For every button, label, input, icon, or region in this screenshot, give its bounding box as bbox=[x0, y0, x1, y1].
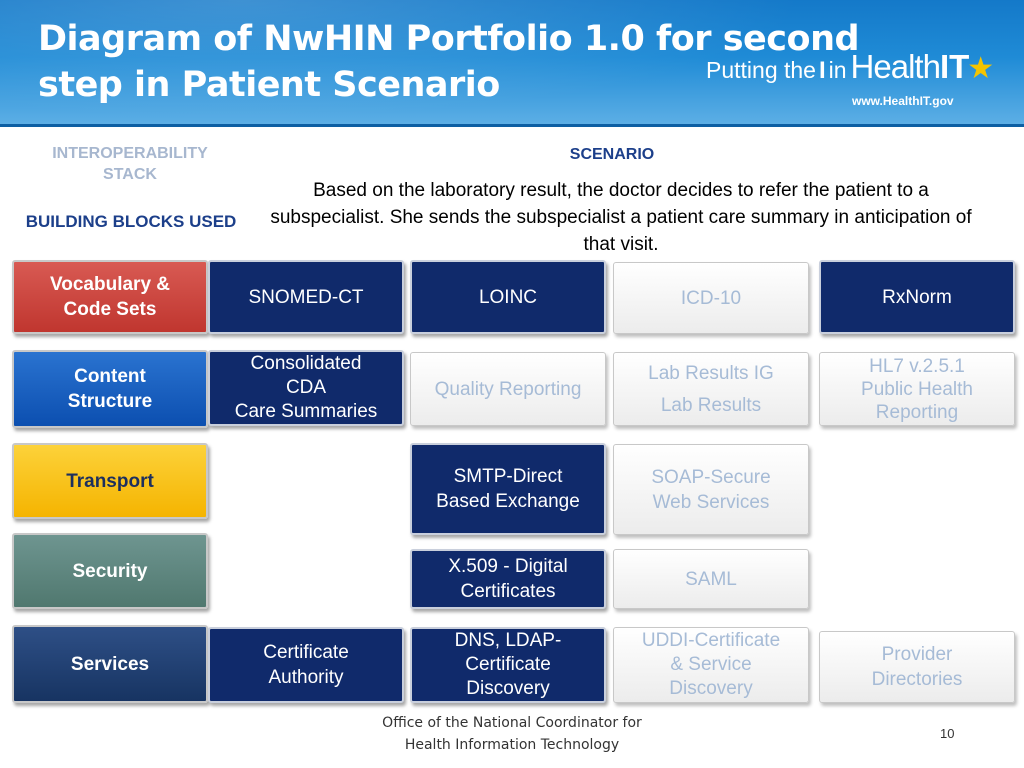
soap-line-1: SOAP-Secure bbox=[651, 466, 771, 488]
logo-text-health: Health bbox=[850, 48, 941, 85]
logo-url: www.HealthIT.gov bbox=[852, 94, 954, 108]
block-provider-directories: Provider Directories bbox=[819, 631, 1015, 703]
consolidated-cda-line-1: Consolidated bbox=[250, 353, 362, 374]
title-line-2: step in Patient Scenario bbox=[38, 65, 500, 105]
uddi-line-3: Discovery bbox=[669, 678, 753, 699]
provider-line-1: Provider bbox=[881, 644, 953, 665]
scenario-heading: SCENARIO bbox=[569, 146, 655, 163]
block-dns-ldap: DNS, LDAP- Certificate Discovery bbox=[410, 627, 606, 703]
block-loinc: LOINC bbox=[410, 260, 606, 334]
block-rxnorm: RxNorm bbox=[819, 260, 1015, 334]
smtp-line-1: SMTP-Direct bbox=[453, 466, 563, 487]
provider-line-2: Directories bbox=[871, 669, 963, 690]
uddi-line-1: UDDI-Certificate bbox=[641, 630, 781, 651]
smtp-line-2: Based Exchange bbox=[436, 491, 580, 512]
block-lab-results: Lab Results IG Lab Results bbox=[613, 352, 809, 426]
x509-line-2: Certificates bbox=[460, 581, 556, 602]
hl7-line-2: Public Health bbox=[861, 378, 973, 400]
category-transport: Transport bbox=[12, 443, 208, 519]
title-line-1: Diagram of NwHIN Portfolio 1.0 for secon… bbox=[38, 19, 860, 59]
stack-label-line-1: INTEROPERABILITY bbox=[52, 145, 208, 162]
logo-text-in: in bbox=[828, 57, 847, 83]
logo-text-putting: Putting the bbox=[706, 57, 816, 83]
interoperability-stack-label: INTEROPERABILITY STACK bbox=[18, 143, 242, 185]
footer-line-1: Office of the National Coordinator for bbox=[382, 715, 642, 731]
page-title: Diagram of NwHIN Portfolio 1.0 for secon… bbox=[38, 16, 860, 108]
block-certificate-authority: Certificate Authority bbox=[208, 627, 404, 703]
dns-line-2: Certificate bbox=[465, 654, 551, 675]
block-soap-secure: SOAP-Secure Web Services bbox=[613, 444, 809, 535]
block-smtp-direct: SMTP-Direct Based Exchange bbox=[410, 443, 606, 535]
hl7-line-3: Reporting bbox=[875, 401, 959, 423]
category-security: Security bbox=[12, 533, 208, 609]
stack-label-line-2: STACK bbox=[103, 166, 157, 183]
consolidated-cda-line-2: CDA bbox=[285, 377, 327, 398]
category-vocabulary: Vocabulary & Code Sets bbox=[12, 260, 208, 334]
certificate-authority-line-2: Authority bbox=[268, 667, 344, 688]
block-quality-reporting: Quality Reporting bbox=[410, 352, 606, 426]
healthit-logo: Putting the I in Health IT ★ www.HealthI… bbox=[706, 48, 1006, 118]
footer-line-2: Health Information Technology bbox=[404, 737, 620, 753]
block-snomed-ct: SNOMED-CT bbox=[208, 260, 404, 334]
page-number: 10 bbox=[940, 726, 955, 741]
footer-office: Office of the National Coordinator for H… bbox=[362, 712, 662, 756]
scenario-description: Based on the laboratory result, the doct… bbox=[270, 180, 972, 255]
dns-line-1: DNS, LDAP- bbox=[454, 630, 562, 651]
uddi-line-2: & Service bbox=[670, 654, 752, 675]
building-blocks-label: BUILDING BLOCKS USED bbox=[25, 212, 237, 231]
block-hl7-public-health: HL7 v.2.5.1 Public Health Reporting bbox=[819, 352, 1015, 426]
certificate-authority-line-1: Certificate bbox=[263, 642, 349, 663]
dns-line-3: Discovery bbox=[466, 678, 550, 699]
category-services: Services bbox=[12, 625, 208, 703]
block-x509-certificates: X.509 - Digital Certificates bbox=[410, 549, 606, 609]
block-icd-10: ICD-10 bbox=[613, 262, 809, 334]
lab-results-ig: Lab Results IG bbox=[648, 362, 774, 384]
logo-text-it: IT bbox=[939, 48, 970, 85]
consolidated-cda-line-3: Care Summaries bbox=[234, 401, 378, 422]
block-consolidated-cda: Consolidated CDA Care Summaries bbox=[208, 350, 404, 426]
lab-results: Lab Results bbox=[660, 394, 762, 416]
category-content-structure: Content Structure bbox=[12, 350, 208, 428]
header-banner: Diagram of NwHIN Portfolio 1.0 for secon… bbox=[0, 0, 1024, 127]
hl7-line-1: HL7 v.2.5.1 bbox=[869, 355, 965, 377]
x509-line-1: X.509 - Digital bbox=[448, 556, 568, 577]
block-uddi-certificate: UDDI-Certificate & Service Discovery bbox=[613, 627, 809, 703]
block-saml: SAML bbox=[613, 549, 809, 609]
soap-line-2: Web Services bbox=[652, 491, 770, 513]
logo-text-i: I bbox=[818, 57, 826, 84]
star-icon: ★ bbox=[967, 52, 995, 85]
